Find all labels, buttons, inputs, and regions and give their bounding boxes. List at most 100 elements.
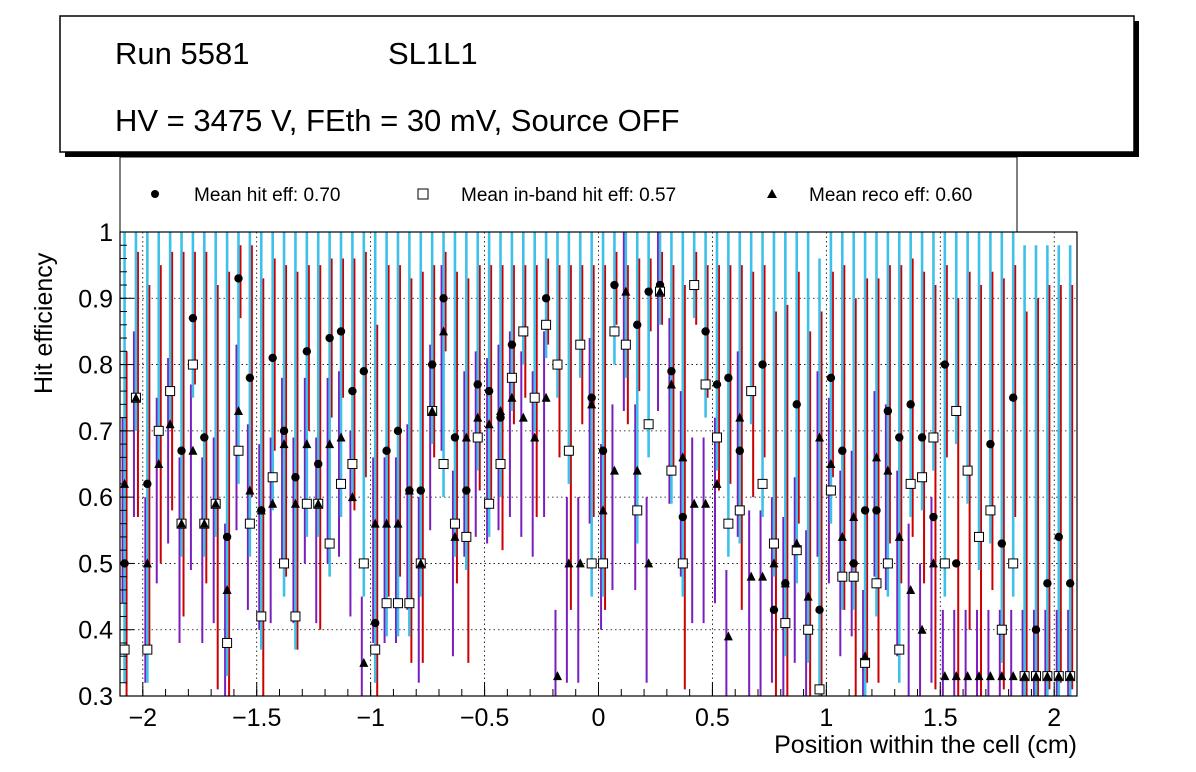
reco-eff-point <box>985 671 995 681</box>
reco-eff-point <box>746 571 756 581</box>
reco-eff-point <box>245 485 255 495</box>
inband-eff-point <box>358 558 369 569</box>
error-bars <box>121 232 1074 696</box>
reco-eff-point <box>382 518 392 528</box>
reco-eff-point <box>290 498 300 508</box>
reco-eff-point <box>1008 671 1018 681</box>
reco-eff-point <box>347 492 357 502</box>
inband-eff-point <box>803 624 814 635</box>
reco-eff-point <box>142 558 152 568</box>
inband-eff-point <box>438 459 449 469</box>
reco-eff-point <box>359 657 369 667</box>
x-tick-label: 0 <box>592 704 606 732</box>
info-box <box>59 15 1135 153</box>
inband-eff-point <box>404 598 415 609</box>
conditions-label: HV = 3475 V, FEth = 30 mV, Source OFF <box>115 103 680 138</box>
reco-eff-point <box>666 379 676 389</box>
reco-eff-point <box>211 498 221 508</box>
reco-eff-point <box>735 412 745 422</box>
hit-eff-point <box>872 506 881 515</box>
hit-eff-point <box>371 618 380 628</box>
inband-eff-point <box>244 518 255 529</box>
reco-eff-point <box>1065 671 1075 681</box>
inband-eff-point <box>233 445 244 456</box>
inband-eff-point <box>780 618 791 629</box>
reco-eff-point <box>974 671 984 681</box>
reco-eff-point <box>928 558 938 568</box>
inband-eff-point <box>871 578 882 589</box>
hit-eff-point <box>952 559 961 568</box>
inband-eff-point <box>472 432 483 443</box>
hit-eff-point <box>1043 579 1052 588</box>
hit-eff-point <box>1065 579 1075 588</box>
hit-eff-point <box>701 327 710 336</box>
y-tick-label: 0.9 <box>78 285 113 313</box>
inband-eff-point <box>153 425 164 436</box>
reco-eff-point <box>963 671 973 681</box>
inband-eff-point <box>825 485 836 496</box>
reco-eff-point <box>997 671 1007 681</box>
reco-eff-point <box>222 584 232 594</box>
inband-eff-point <box>290 611 301 622</box>
inband-eff-point <box>814 684 825 695</box>
inband-eff-point <box>552 359 563 370</box>
inband-eff-point <box>381 598 392 609</box>
hit-eff-point <box>1054 532 1063 542</box>
inband-eff-point <box>336 478 347 489</box>
inband-eff-point <box>142 644 153 655</box>
inband-eff-point <box>882 558 893 569</box>
layer-label: SL1L1 <box>388 36 478 71</box>
inband-eff-point <box>187 359 198 370</box>
reco-eff-point <box>894 531 904 541</box>
inband-eff-point <box>461 531 472 542</box>
inband-eff-point <box>495 459 506 469</box>
reco-eff-point <box>564 558 574 568</box>
y-tick-label: 0.6 <box>78 484 113 512</box>
hit-eff-point <box>838 446 847 455</box>
reco-eff-point <box>313 498 323 508</box>
inband-eff-point <box>575 339 586 350</box>
reco-eff-point <box>552 671 562 681</box>
reco-eff-point <box>883 465 893 475</box>
reco-eff-point <box>940 671 950 681</box>
inband-eff-point <box>267 472 278 483</box>
reco-eff-point <box>860 651 870 661</box>
inband-eff-point <box>643 419 654 430</box>
reco-eff-point <box>518 412 528 422</box>
reco-eff-point <box>541 392 551 402</box>
hit-eff-point <box>314 459 323 469</box>
y-tick-label: 1 <box>99 219 113 247</box>
reco-eff-point <box>758 571 768 581</box>
inband-eff-point <box>666 465 677 476</box>
hit-eff-point <box>769 605 779 615</box>
reco-eff-point <box>450 531 460 541</box>
inband-eff-point <box>894 644 905 655</box>
inband-eff-point <box>962 465 973 476</box>
reco-eff-point <box>165 419 175 429</box>
reco-eff-point <box>496 405 506 415</box>
inband-eff-point <box>757 478 768 489</box>
legend-inband-label: Mean in-band hit eff: 0.57 <box>461 185 676 206</box>
hit-eff-point <box>678 512 688 522</box>
reco-eff-point <box>917 624 927 634</box>
reco-eff-point <box>427 405 437 415</box>
reco-eff-point <box>689 498 699 508</box>
hit-eff-point <box>541 294 551 303</box>
hit-eff-point <box>359 367 369 376</box>
hit-eff-point <box>450 433 460 442</box>
hit-eff-point <box>484 386 494 396</box>
inband-eff-point <box>928 432 939 443</box>
inband-eff-point <box>541 319 552 330</box>
inband-eff-point <box>165 386 176 397</box>
reco-eff-point <box>723 631 733 641</box>
inband-eff-point <box>347 459 358 469</box>
hit-eff-point <box>348 386 357 396</box>
reco-eff-point <box>507 392 517 402</box>
inband-eff-point <box>529 392 540 403</box>
reco-eff-point <box>131 392 141 402</box>
hit-eff-point <box>735 446 744 455</box>
y-tick-label: 0.5 <box>78 550 113 578</box>
inband-eff-point <box>609 326 620 337</box>
reco-eff-point <box>803 591 813 601</box>
legend-reco-marker <box>767 189 777 198</box>
